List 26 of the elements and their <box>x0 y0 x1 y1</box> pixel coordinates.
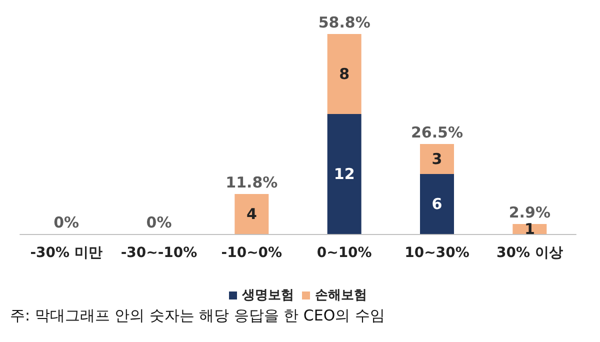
x-tick-label: -30% 미만 <box>30 245 102 261</box>
bar <box>420 174 454 234</box>
data-label: 3 <box>432 150 442 168</box>
bar <box>327 114 362 234</box>
legend-label: 생명보험 <box>241 288 294 303</box>
bar <box>327 34 362 114</box>
bar <box>420 144 454 174</box>
x-tick-label: 10~30% <box>404 245 470 261</box>
data-label: 8 <box>339 65 350 83</box>
x-tick-label: -10~0% <box>221 245 282 261</box>
annotation: 11.8% <box>226 174 278 192</box>
annotation: 0% <box>146 214 172 232</box>
annotation: 26.5% <box>410 124 464 142</box>
data-label: 4 <box>246 205 257 223</box>
annotation: 58.8% <box>318 14 370 32</box>
x-tick-label: -30~-10% <box>120 245 198 261</box>
bar <box>234 194 269 234</box>
legend-label: 손해보험 <box>315 288 367 303</box>
text: 주: 막대그래프 안의 숫자는 해당 응답을 한 CEO의 수임 <box>10 306 385 324</box>
annotation: 0% <box>54 214 80 232</box>
data-label: 1 <box>524 220 535 238</box>
data-label: 12 <box>334 165 355 183</box>
annotation: 2.9% <box>508 204 550 222</box>
x-tick-label: 30% 이상 <box>496 245 563 261</box>
x-tick-label: 0~10% <box>316 245 372 261</box>
data-label: 6 <box>432 195 442 213</box>
